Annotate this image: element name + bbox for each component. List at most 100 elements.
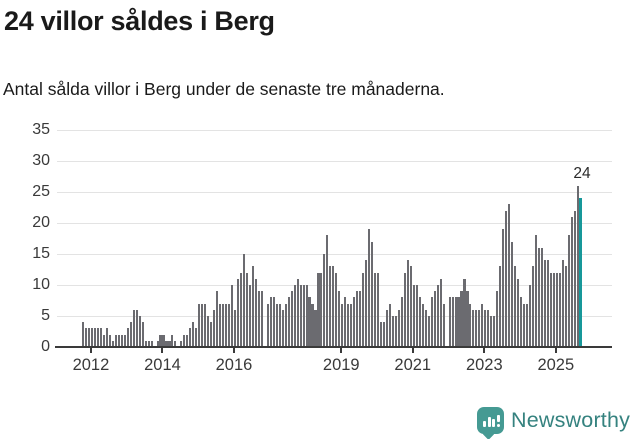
bar <box>305 285 308 347</box>
bar <box>537 247 541 347</box>
bar <box>475 309 478 347</box>
bar <box>96 328 99 347</box>
bar <box>397 309 400 347</box>
gridline <box>57 285 612 286</box>
bar <box>523 303 526 347</box>
bar <box>415 285 418 347</box>
logo-bar-icon <box>492 419 495 427</box>
bar <box>374 272 377 347</box>
x-tick <box>232 348 235 353</box>
bar <box>469 303 472 347</box>
bar <box>141 322 144 347</box>
bar <box>555 272 558 347</box>
bar <box>394 316 397 347</box>
bar <box>430 297 433 347</box>
bar <box>102 334 105 347</box>
bar <box>150 340 153 347</box>
x-tick <box>340 348 343 353</box>
bar <box>245 272 248 347</box>
bar <box>335 272 338 347</box>
bar <box>120 334 123 347</box>
bar <box>344 297 347 347</box>
bar <box>356 291 359 347</box>
bar <box>433 291 436 347</box>
bar <box>540 247 543 347</box>
bar <box>529 285 532 347</box>
bar <box>114 334 117 347</box>
bar <box>505 210 508 347</box>
bar <box>436 285 439 347</box>
brand-name: Newsworthy <box>511 408 631 432</box>
bar <box>502 229 505 347</box>
bar <box>87 328 91 347</box>
bar <box>526 303 529 347</box>
bar <box>296 278 299 347</box>
bar <box>517 278 520 347</box>
bar <box>409 266 412 347</box>
x-tick-label: 2025 <box>537 356 575 374</box>
bar <box>248 285 251 347</box>
bar <box>454 297 457 347</box>
bar <box>314 309 317 347</box>
gridline <box>57 192 612 193</box>
bar <box>508 204 511 347</box>
bar <box>281 309 284 347</box>
bar <box>400 297 403 347</box>
bar <box>338 291 341 347</box>
bar <box>99 328 102 347</box>
bar <box>168 340 171 347</box>
bar <box>484 309 487 347</box>
bar <box>490 316 493 347</box>
bar <box>382 322 386 347</box>
bar <box>439 278 442 347</box>
bar <box>198 303 201 347</box>
bar <box>418 297 421 347</box>
bar <box>123 334 126 347</box>
x-tick-label: 2023 <box>465 356 503 374</box>
bar <box>269 297 272 347</box>
bar <box>403 272 406 347</box>
bar <box>165 340 168 347</box>
bar <box>451 297 454 347</box>
chart-subtitle: Antal sålda villor i Berg under de senas… <box>3 79 445 99</box>
brand-footer: Newsworthy <box>477 404 631 439</box>
bar <box>231 285 234 347</box>
page-title: 24 villor såldes i Berg <box>4 6 275 36</box>
bar <box>82 322 85 347</box>
bar <box>93 328 96 347</box>
bar <box>350 303 353 347</box>
bar <box>478 309 481 347</box>
bar <box>111 340 114 347</box>
bar <box>189 328 192 347</box>
x-tick <box>161 348 164 353</box>
bar <box>549 272 552 347</box>
bar <box>499 266 502 347</box>
bar <box>329 266 332 347</box>
bar <box>266 303 269 347</box>
logo-bar-icon <box>487 417 491 427</box>
bar <box>385 309 389 347</box>
bar <box>290 291 293 347</box>
x-tick <box>483 348 486 353</box>
bar <box>162 334 165 347</box>
x-tick-label: 2014 <box>144 356 181 374</box>
bar <box>514 266 517 347</box>
bar <box>493 316 496 347</box>
bar <box>570 216 573 347</box>
bar <box>236 278 240 347</box>
plot-area <box>57 130 612 347</box>
bar <box>543 260 546 347</box>
y-tick-label: 15 <box>32 245 50 262</box>
bar <box>377 272 380 347</box>
bar <box>171 334 174 347</box>
bar <box>156 340 159 347</box>
bar <box>573 210 576 347</box>
bar <box>117 334 120 347</box>
bar <box>213 309 216 347</box>
bar <box>487 309 490 347</box>
bar <box>278 303 281 347</box>
bar <box>308 297 311 347</box>
bar <box>353 297 356 347</box>
bar <box>534 235 538 347</box>
highlighted-bar <box>578 198 583 347</box>
